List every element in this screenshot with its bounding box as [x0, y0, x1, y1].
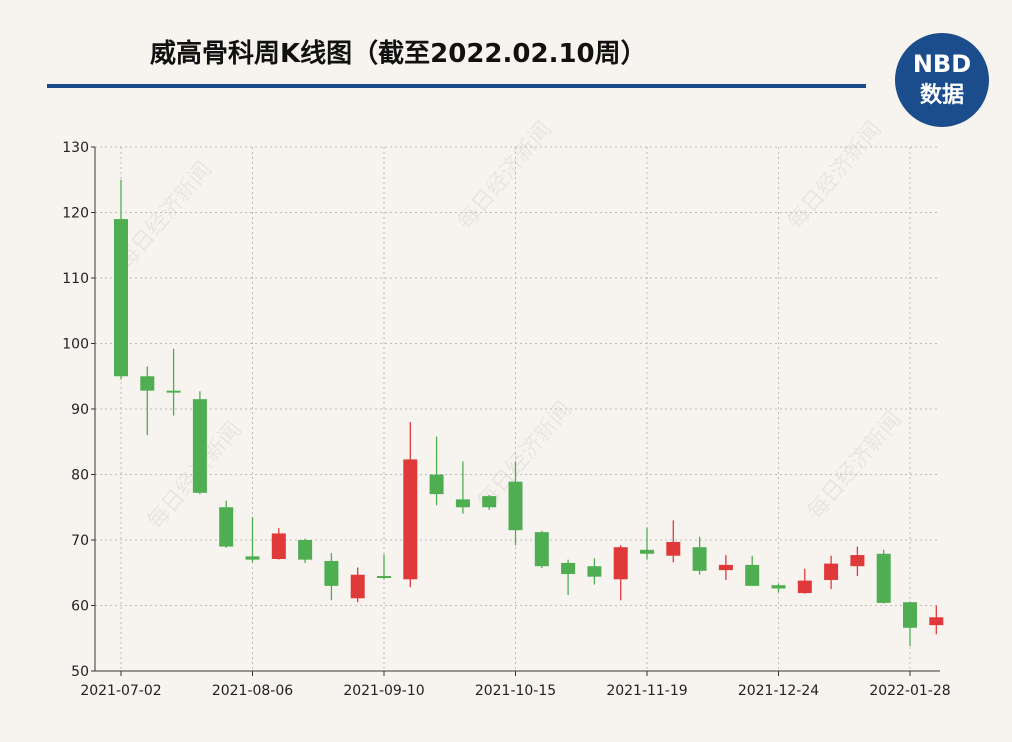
y-tick-label: 50	[71, 664, 89, 680]
y-tick-label: 60	[71, 599, 89, 615]
candle-body	[876, 553, 891, 603]
candle-body	[824, 563, 839, 580]
candle-body	[613, 547, 628, 580]
x-tick-label: 2021-12-24	[738, 683, 819, 699]
y-tick-label: 100	[62, 337, 89, 353]
watermark: 每日经济新闻	[113, 157, 217, 274]
candle-body	[666, 541, 681, 556]
x-tick-label: 2021-09-10	[343, 683, 424, 699]
logo-text: NBD	[913, 50, 971, 78]
candle-body	[850, 555, 865, 567]
candle-body	[403, 459, 418, 580]
watermark: 每日经济新闻	[783, 117, 887, 234]
candle-body	[219, 507, 234, 547]
y-tick-label: 70	[71, 533, 89, 549]
x-tick-label: 2022-01-28	[869, 683, 950, 699]
candle-body	[429, 474, 444, 495]
candle-body	[114, 219, 128, 377]
watermark: 每日经济新闻	[453, 117, 557, 234]
x-tick-label: 2021-10-15	[475, 683, 556, 699]
y-tick-label: 110	[62, 271, 89, 287]
logo	[895, 33, 989, 127]
candle-body	[534, 532, 549, 567]
candle-body	[350, 574, 365, 599]
logo-text: 数据	[920, 82, 964, 108]
candle-body	[797, 580, 812, 594]
y-tick-label: 80	[71, 468, 89, 484]
candle-body	[587, 566, 602, 577]
candle-body	[140, 376, 155, 391]
candle-body	[324, 560, 339, 586]
y-tick-label: 130	[62, 140, 89, 156]
watermark: 每日经济新闻	[803, 407, 907, 524]
chart-title: 威高骨科周K线图（截至2022.02.10周）	[150, 38, 647, 69]
candle-body	[745, 564, 760, 586]
candle-body	[561, 562, 576, 575]
candle-body	[377, 576, 391, 578]
candle-body	[271, 533, 286, 559]
candle-body	[298, 540, 313, 560]
candle-body	[640, 549, 654, 554]
candle-body	[455, 499, 470, 508]
candle-body	[192, 399, 207, 493]
candle-body	[771, 585, 786, 589]
candle-body	[245, 556, 260, 560]
y-tick-label: 120	[62, 206, 89, 222]
x-tick-label: 2021-07-02	[80, 683, 161, 699]
candle-body	[903, 602, 917, 628]
y-tick-label: 90	[71, 402, 89, 418]
candle-body	[166, 390, 181, 393]
candle-body	[718, 564, 733, 571]
x-tick-label: 2021-08-06	[212, 683, 293, 699]
x-tick-label: 2021-11-19	[606, 683, 687, 699]
candle-body	[482, 496, 497, 508]
candle-body	[929, 617, 944, 626]
candle-body	[692, 547, 707, 571]
title-rule	[47, 84, 866, 88]
candle-body	[508, 481, 523, 531]
